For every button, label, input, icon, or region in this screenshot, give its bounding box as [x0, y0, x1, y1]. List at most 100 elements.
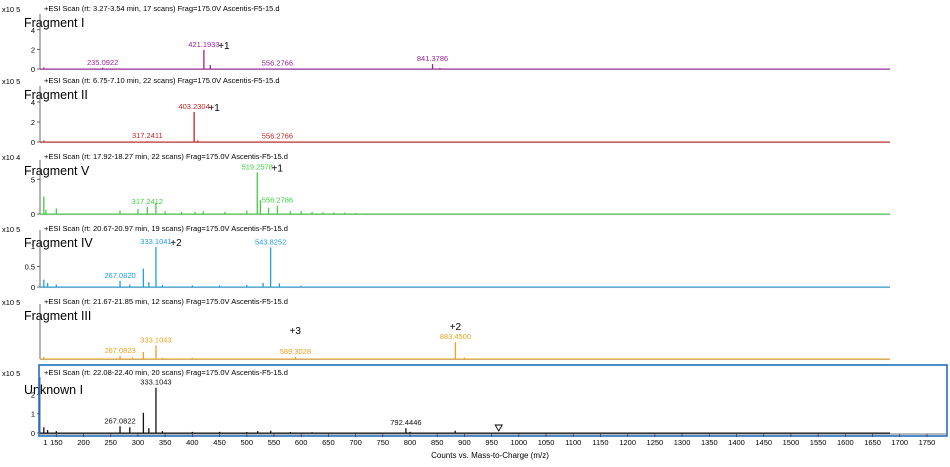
peak-label: 333.1043	[140, 378, 171, 387]
x-tick-label: 350	[159, 438, 172, 447]
peak-label: 556.2786	[262, 196, 293, 205]
y-tick-label: 2	[31, 45, 35, 54]
peak-label: 317.2412	[132, 197, 163, 206]
spectrum-panel-3: x10 4 +ESI Scan (rt: 17.92-18.27 min, 22 …	[2, 152, 890, 219]
peak-label: 421.1933	[188, 40, 219, 49]
scan-header: +ESI Scan (rt: 6.75-7.10 min, 22 scans) …	[44, 76, 280, 85]
scan-header: +ESI Scan (rt: 22.08-22.40 min, 20 scans…	[44, 368, 288, 377]
y-tick-label: 5	[31, 175, 35, 184]
scan-header: +ESI Scan (rt: 21.67-21.85 min, 12 scans…	[44, 297, 288, 306]
x-tick-label: 1750	[919, 438, 936, 447]
x-tick-label: 450	[213, 438, 226, 447]
peak-label: 317.2411	[132, 131, 163, 140]
x-tick-label: 900	[458, 438, 471, 447]
x-tick-label: 1700	[891, 438, 908, 447]
y-exponent-label: x10 5	[2, 298, 20, 307]
peak-label: 333.1043	[140, 335, 171, 344]
x-tick-label: 300	[132, 438, 145, 447]
y-tick-label: 0	[31, 210, 35, 219]
x-tick-label: 1	[43, 438, 47, 447]
x-tick-label: 1300	[674, 438, 691, 447]
y-tick-label: 2	[31, 118, 35, 127]
x-tick-label: 1100	[565, 438, 581, 447]
y-exponent-label: x10 5	[2, 225, 20, 234]
charge-label: +1	[272, 163, 284, 174]
y-tick-label: 4	[31, 26, 35, 35]
x-tick-label: 1000	[511, 438, 528, 447]
peak-label: 267.0823	[104, 346, 135, 355]
fragment-label: Fragment I	[24, 16, 84, 30]
x-tick-label: 1150	[592, 438, 608, 447]
peak-label: 403.2304	[178, 102, 209, 111]
peak-label: 589.3028	[280, 347, 311, 356]
x-tick-label: 1500	[783, 438, 800, 447]
x-tick-label: 1450	[755, 438, 772, 447]
x-tick-label: 200	[77, 438, 90, 447]
y-tick-label: 0	[31, 283, 35, 292]
fragment-label: Fragment V	[24, 164, 90, 178]
y-tick-label: 2	[31, 390, 35, 399]
spectrum-panel-6: x10 5 +ESI Scan (rt: 22.08-22.40 min, 20 …	[2, 368, 890, 438]
y-tick-label: 1	[31, 242, 35, 251]
y-tick-label: 4	[31, 98, 35, 107]
spectrum-panel-2: x10 5 +ESI Scan (rt: 6.75-7.10 min, 22 sc…	[2, 76, 890, 147]
x-tick-label: 650	[322, 438, 335, 447]
spectrum-panel-5: x10 5 +ESI Scan (rt: 21.67-21.85 min, 12 …	[2, 297, 890, 360]
y-exponent-label: x10 5	[2, 369, 20, 378]
peak-label: 556.2766	[262, 59, 293, 68]
x-axis-title: Counts vs. Mass-to-Charge (m/z)	[431, 451, 549, 460]
x-tick-label: 1200	[619, 438, 636, 447]
scan-header: +ESI Scan (rt: 17.92-18.27 min, 22 scans…	[44, 152, 288, 161]
x-tick-label: 550	[268, 438, 281, 447]
peak-label: 235.0922	[87, 58, 118, 67]
x-tick-label: 1550	[810, 438, 827, 447]
x-tick-label: 1350	[701, 438, 718, 447]
x-tick-label: 400	[186, 438, 199, 447]
spectrum-panel-1: x10 5 +ESI Scan (rt: 3.27-3.54 min, 17 sc…	[2, 4, 890, 74]
y-exponent-label: x10 5	[2, 77, 20, 86]
x-tick-label: 800	[404, 438, 417, 447]
x-tick-label: 950	[485, 438, 498, 447]
x-tick-label: 850	[431, 438, 444, 447]
fragment-label: Fragment III	[24, 309, 91, 323]
charge-label: +1	[218, 41, 230, 52]
charge-label: +2	[170, 238, 182, 249]
y-exponent-label: x10 5	[2, 5, 20, 14]
x-tick-label: 750	[377, 438, 390, 447]
x-tick-label: 1600	[837, 438, 854, 447]
spectrum-panel-4: x10 5 +ESI Scan (rt: 20.67-20.97 min, 19 …	[2, 224, 890, 292]
y-tick-label: 1	[31, 410, 35, 419]
scan-header: +ESI Scan (rt: 3.27-3.54 min, 17 scans) …	[44, 4, 280, 13]
peak-label: 333.1041	[140, 237, 171, 246]
y-exponent-label: x10 4	[2, 153, 20, 162]
y-tick-label: 0	[31, 429, 35, 438]
fragment-label: Fragment IV	[24, 236, 93, 250]
x-tick-label: 1250	[647, 438, 664, 447]
peak-label: 883.4500	[440, 332, 471, 341]
selected-panel-frame	[38, 364, 948, 437]
peak-label: 841.3786	[417, 54, 448, 63]
x-tick-label: 500	[241, 438, 254, 447]
x-tick-label: 1650	[864, 438, 881, 447]
scan-marker-triangle	[494, 424, 503, 432]
x-tick-label: 250	[104, 438, 117, 447]
peak-label: 543.8252	[255, 237, 286, 246]
x-tick-label: 700	[349, 438, 362, 447]
x-tick-label: 150	[50, 438, 63, 447]
x-tick-label: 1400	[728, 438, 745, 447]
peak-label: 267.0820	[104, 271, 135, 280]
charge-label: +1	[208, 103, 220, 114]
y-tick-label: 0	[31, 138, 35, 147]
peak-label: 267.0822	[104, 416, 135, 425]
peak-label: 556.2766	[262, 132, 293, 141]
y-tick-label: 0	[31, 65, 35, 74]
peak-label: 792.4446	[390, 418, 421, 427]
x-tick-label: 600	[295, 438, 308, 447]
charge-label-extra: +3	[290, 326, 302, 337]
x-tick-label: 1050	[538, 438, 555, 447]
y-tick-label: 0.5	[25, 263, 35, 272]
peak-label: 519.2578	[242, 162, 273, 171]
charge-label: +2	[450, 322, 462, 333]
